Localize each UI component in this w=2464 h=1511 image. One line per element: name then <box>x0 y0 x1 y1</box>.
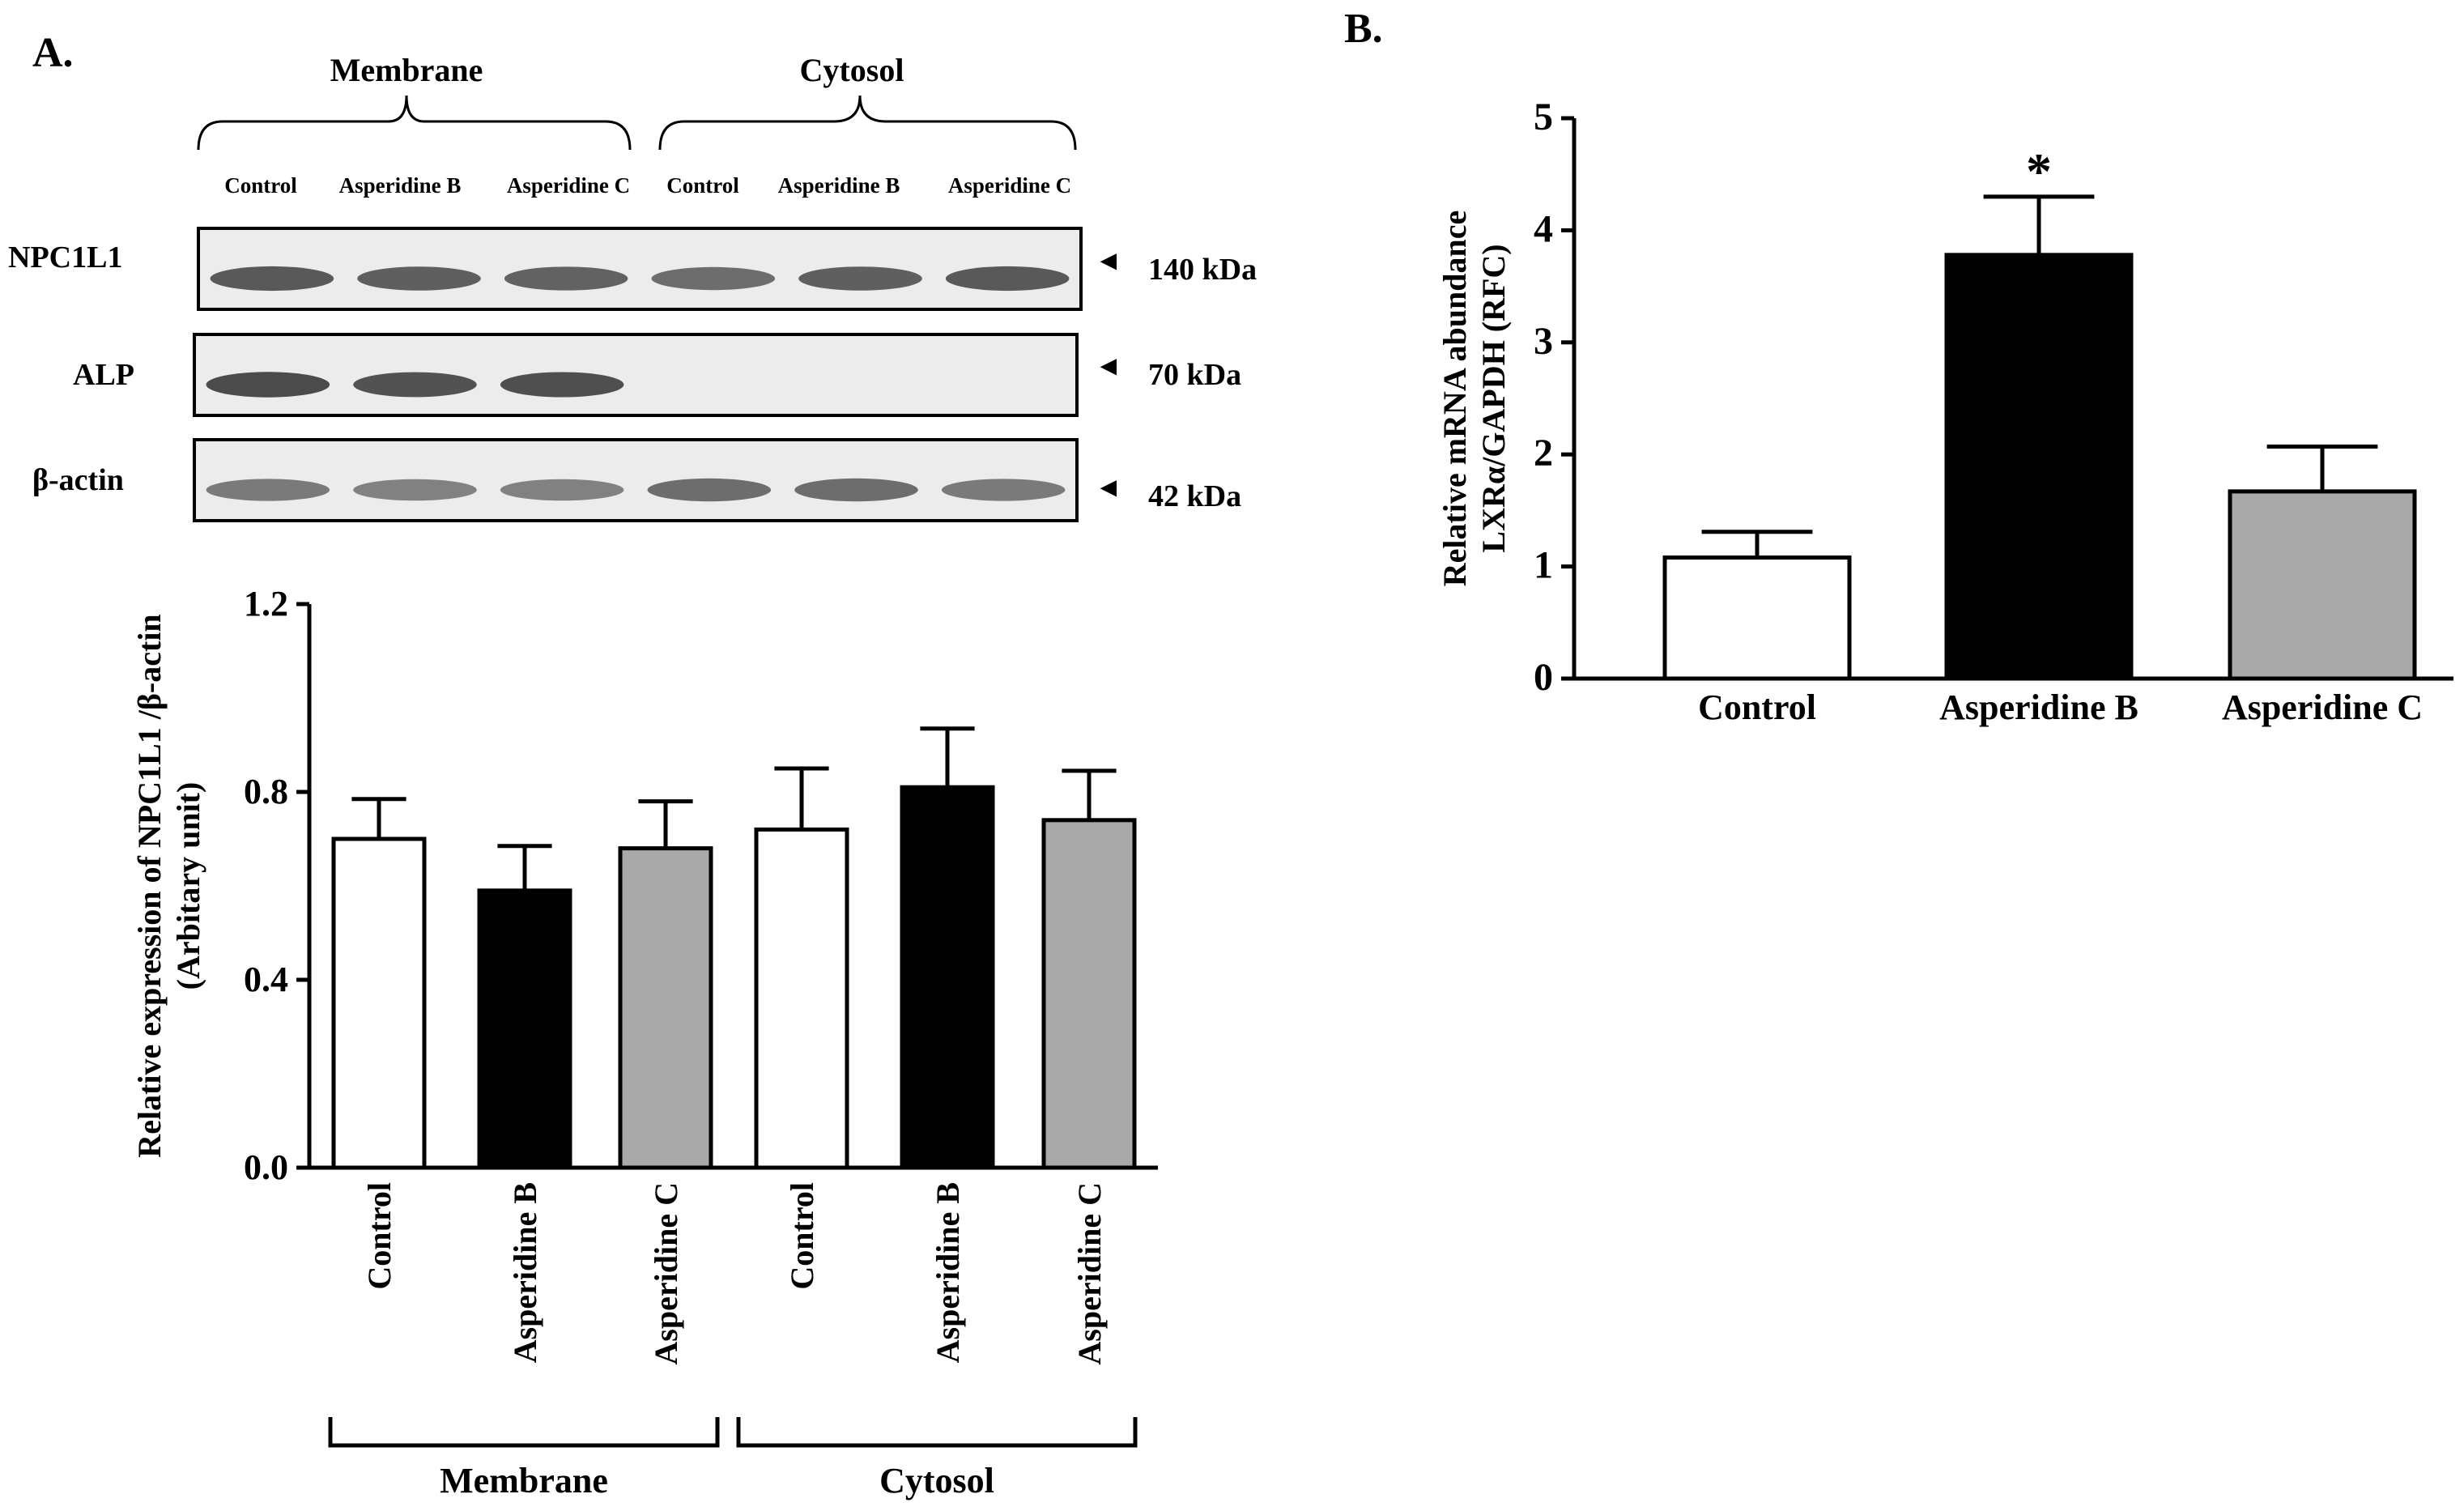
x-tick-label: Control <box>1698 687 1816 727</box>
blot-protein-label: ALP <box>73 358 134 392</box>
blot-size-marker: 70 kDa <box>1148 358 1241 392</box>
y-tick-label: 3 <box>1534 320 1553 363</box>
blot-band <box>500 479 624 501</box>
blot-band <box>353 372 477 398</box>
bar <box>477 888 572 1170</box>
y-tick-label: 1.2 <box>244 584 288 624</box>
blot-membrane-box <box>193 333 1079 417</box>
bar <box>900 785 995 1170</box>
bar <box>331 836 427 1170</box>
blot-membrane-box <box>193 438 1079 522</box>
blot-band <box>500 372 624 398</box>
group-label: Membrane <box>440 1461 608 1500</box>
bar <box>1662 555 1852 681</box>
panel-a-label: A. <box>32 30 74 76</box>
y-axis-label-line2: (Arbitary unit) <box>170 782 206 990</box>
x-tick-label: Control <box>784 1182 820 1290</box>
blot-size-marker: 140 kDa <box>1148 253 1257 287</box>
blot-row: ALP ◄ 70 kDa <box>73 333 1241 417</box>
blot-lane-label: Asperidine B <box>778 173 900 198</box>
blot-lane-label: Asperidine C <box>507 173 630 198</box>
blot-arrow-icon: ◄ <box>1095 473 1122 503</box>
blot-band <box>206 479 330 501</box>
x-tick-label: Asperidine B <box>507 1182 543 1363</box>
blot-brace-cytosol <box>658 95 1077 151</box>
blot-brace-membrane <box>197 95 632 151</box>
y-tick-label: 0.8 <box>244 772 288 811</box>
x-tick-label: Asperidine C <box>1071 1182 1108 1365</box>
group-bracket <box>328 1417 720 1448</box>
group-label: Cytosol <box>879 1461 994 1500</box>
y-axis-label-line2: LXRα/GAPDH (RFC) <box>1475 244 1512 552</box>
blot-band <box>945 266 1070 292</box>
bar <box>2228 489 2417 681</box>
bar <box>1041 818 1137 1170</box>
blot-protein-label: β-actin <box>32 463 124 497</box>
y-tick-label: 2 <box>1534 432 1553 475</box>
blot-lane-label: Asperidine B <box>339 173 462 198</box>
blot-arrow-icon: ◄ <box>1095 351 1122 381</box>
y-tick-label: 1 <box>1534 544 1553 587</box>
blot-protein-label: NPC1L1 <box>8 240 122 275</box>
bar <box>754 827 849 1170</box>
y-axis-label: Relative mRNA abundance <box>1436 211 1473 586</box>
blot-band <box>353 479 477 501</box>
x-tick-label: Asperidine B <box>1939 687 2138 727</box>
blot-group-cytosol: Cytosol <box>800 52 904 88</box>
y-axis-label: Relative expression of NPC1L1 /β-actin <box>131 614 168 1157</box>
blot-lane-label: Control <box>224 173 297 198</box>
blot-band <box>210 266 334 292</box>
blot-lane-label: Control <box>666 173 739 198</box>
blot-band <box>798 266 922 291</box>
panel-b-label: B. <box>1344 6 1383 52</box>
x-tick-label: Asperidine B <box>930 1182 966 1363</box>
x-tick-label: Asperidine C <box>2222 687 2423 727</box>
blot-size-marker: 42 kDa <box>1148 479 1241 513</box>
blot-band <box>941 479 1066 501</box>
blot-band <box>794 478 918 502</box>
significance-marker: * <box>2026 143 2052 200</box>
blot-band <box>357 266 481 291</box>
blot-band <box>647 478 772 502</box>
blot-group-membrane: Membrane <box>330 52 483 88</box>
blot-band <box>651 266 776 291</box>
y-tick-label: 5 <box>1534 96 1553 138</box>
x-tick-label: Control <box>361 1182 398 1290</box>
bar <box>618 846 713 1170</box>
group-bracket <box>736 1417 1138 1448</box>
y-tick-label: 4 <box>1534 207 1553 250</box>
x-tick-label: Asperidine C <box>648 1182 684 1365</box>
blot-row: NPC1L1 ◄ 140 kDa <box>8 227 1257 311</box>
bar <box>1944 253 2134 681</box>
y-tick-label: 0 <box>1534 656 1553 699</box>
blot-band <box>206 372 330 398</box>
blot-membrane-box <box>197 227 1083 311</box>
y-tick-label: 0.4 <box>244 960 288 999</box>
blot-band <box>504 266 628 291</box>
blot-row: β-actin ◄ 42 kDa <box>32 438 1241 522</box>
blot-lane-label: Asperidine C <box>948 173 1071 198</box>
blot-arrow-icon: ◄ <box>1095 246 1122 276</box>
y-tick-label: 0.0 <box>244 1147 288 1187</box>
